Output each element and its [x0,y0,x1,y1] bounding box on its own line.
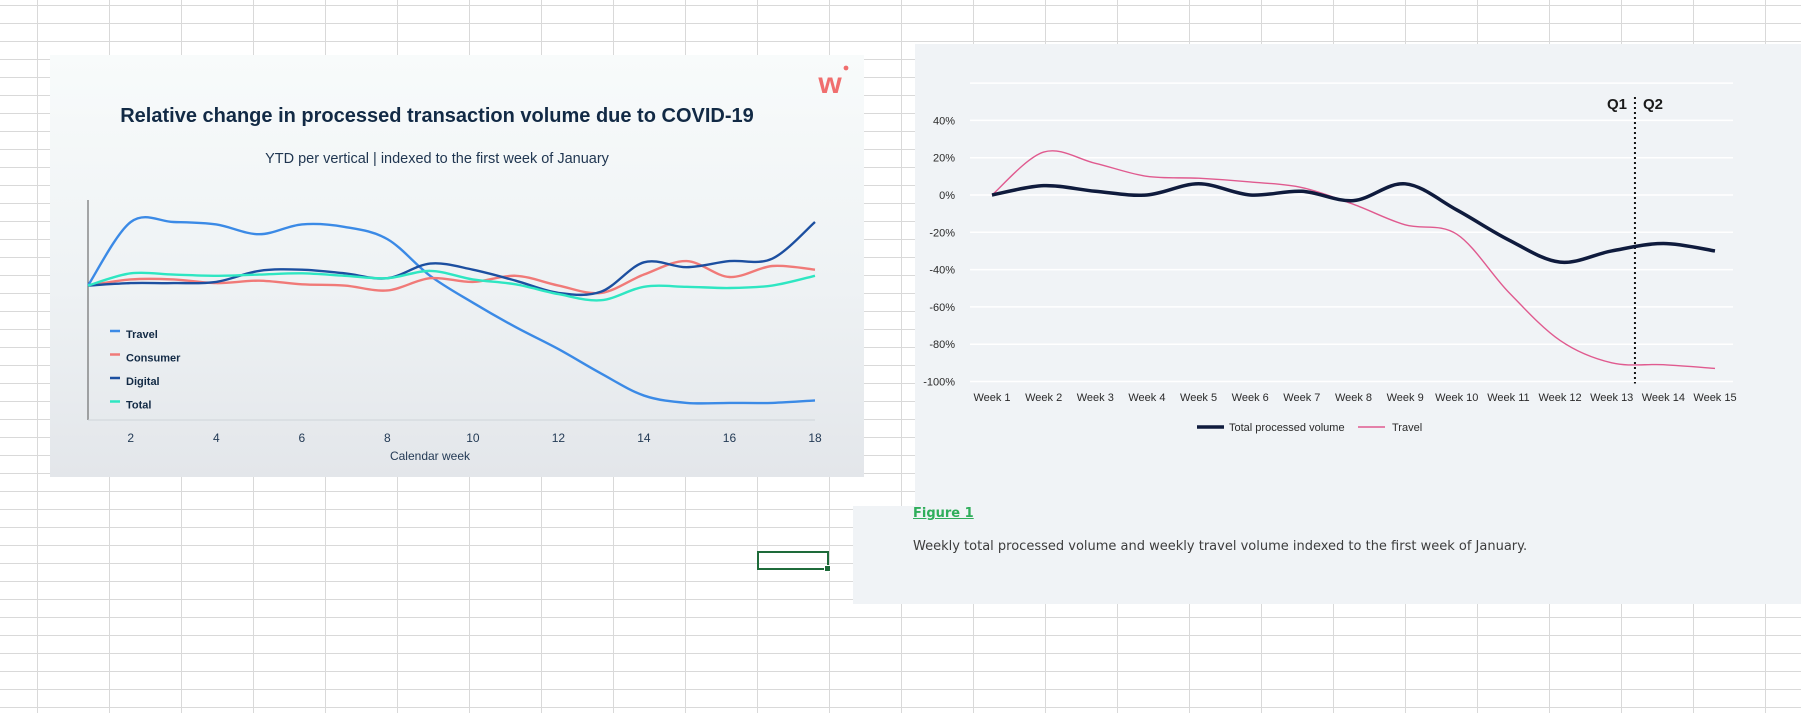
y-tick-label: -20% [929,227,955,239]
legend-label-travel: Travel [1392,422,1422,434]
chart-panel-total-vs-travel[interactable]: 40% 20% 0% -20% -40% -60% -80% -100% Q1 Q2 Week … [915,44,1801,564]
x-tick-label: 6 [298,431,305,445]
x-tick-label: Week 3 [1077,392,1114,404]
x-tick-label: Week 4 [1128,392,1165,404]
series-line-travel [87,216,816,405]
y-tick-label: 0% [939,190,955,202]
y-tick-label: -80% [929,339,955,351]
figure-title[interactable]: Figure 1 [913,506,974,521]
y-tick-label: 40% [933,115,955,127]
y-tick-label: 20% [933,153,955,165]
legend-label-travel: Travel [126,329,158,341]
x-tick-label: Week 1 [973,392,1010,404]
x-tick-label: Week 5 [1180,392,1217,404]
x-tick-label: Week 8 [1335,392,1372,404]
figure-caption: Figure 1 Weekly total processed volume a… [853,506,1801,604]
x-tick-label: Week 10 [1435,392,1478,404]
x-tick-label: 18 [808,431,822,445]
legend-label-total: Total [126,400,151,412]
x-tick-label: 14 [637,431,651,445]
x-tick-label: Week 9 [1387,392,1424,404]
x-tick-label: Week 15 [1693,392,1736,404]
x-tick-label: 2 [127,431,134,445]
x-tick-label: 4 [213,431,220,445]
x-tick-label: 8 [384,431,391,445]
x-tick-label: Week 14 [1642,392,1685,404]
figure-description: Weekly total processed volume and weekly… [913,539,1528,554]
x-tick-label: 12 [552,431,566,445]
series-line-total [87,269,816,302]
x-tick-label: Week 11 [1487,392,1529,404]
x-tick-label: Week 13 [1590,392,1633,404]
wi-logo-icon: w [817,67,842,100]
y-tick-label: -100% [923,377,955,389]
x-tick-label: 16 [723,431,737,445]
y-tick-label: -60% [929,302,955,314]
legend-label-total-processed-volume: Total processed volume [1229,422,1345,434]
vertical-chart-svg: Relative change in processed transaction… [87,65,849,463]
series-line-total-processed-volume [991,182,1716,265]
x-tick-label: Week 6 [1232,392,1269,404]
chart-subtitle: YTD per vertical | indexed to the first … [265,151,610,167]
chart-panel-vertical[interactable]: Relative change in processed transaction… [50,55,864,477]
series-line-digital [87,221,816,297]
legend-label-consumer: Consumer [126,353,181,365]
q2-label: Q2 [1643,96,1663,113]
series-line-travel [991,150,1716,370]
y-tick-label: -40% [929,265,955,277]
selected-cell[interactable] [757,551,831,572]
chart-title: Relative change in processed transaction… [120,105,754,127]
wi-logo-dot [843,65,849,71]
q1-label: Q1 [1607,96,1627,113]
x-tick-label: Week 12 [1538,392,1581,404]
x-tick-label: 10 [466,431,480,445]
total-travel-chart-svg: 40% 20% 0% -20% -40% -60% -80% -100% Q1 Q2 Week … [923,82,1737,434]
x-axis-label: Calendar week [390,449,471,463]
legend-label-digital: Digital [126,376,160,388]
x-tick-label: Week 7 [1283,392,1320,404]
x-tick-label: Week 2 [1025,392,1062,404]
